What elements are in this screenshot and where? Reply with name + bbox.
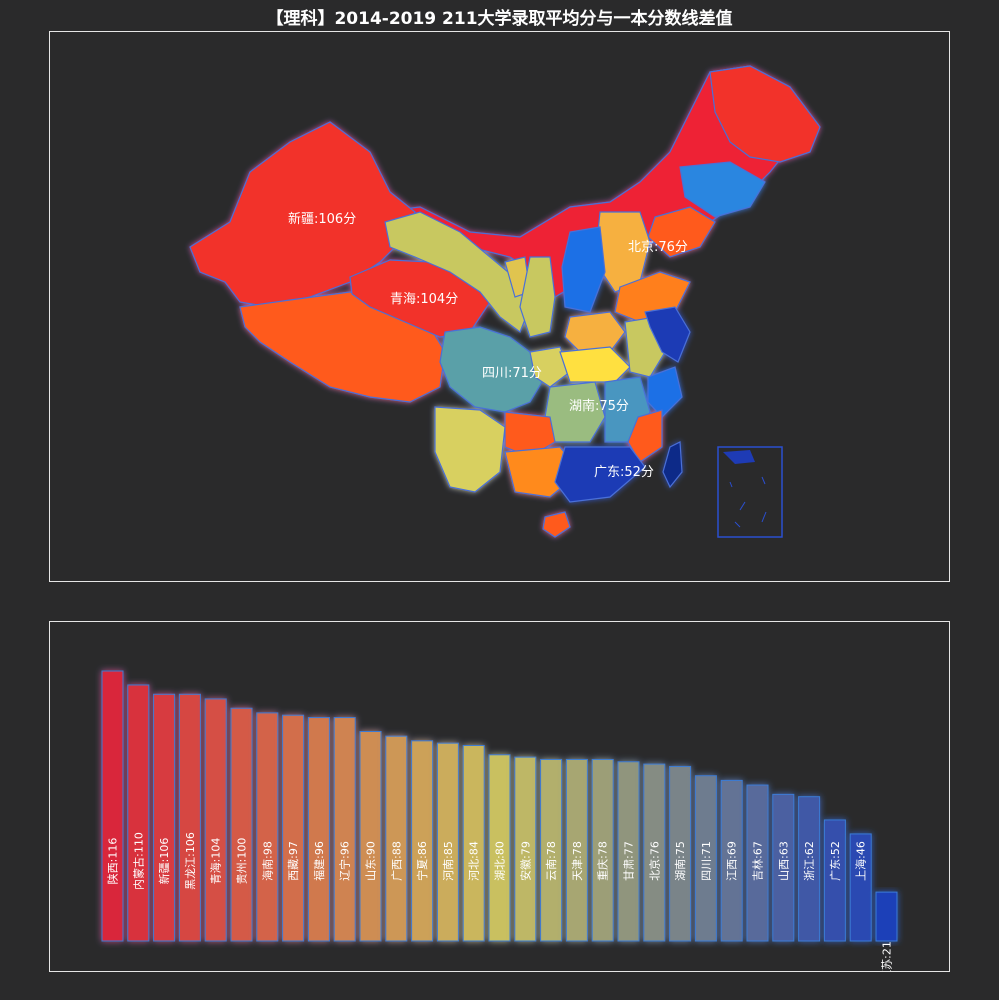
region-jilin[interactable] [679,161,766,218]
bar-天津[interactable] [565,758,588,942]
bar-山东[interactable] [359,731,382,942]
region-chongqing[interactable] [529,346,571,388]
bar-label: 广西:88 [390,841,403,881]
bar-label: 山东:90 [365,841,378,881]
map-label-qinghai: 青海:104分 [390,292,458,307]
region-hubei[interactable] [559,346,631,383]
region-henan[interactable] [564,311,626,353]
bar-山西[interactable] [772,793,795,942]
bar-label: 浙江:62 [803,841,816,881]
page-title: 【理科】2014-2019 211大学录取平均分与一本分数线差值 [266,9,733,29]
region-shaanxi[interactable] [519,256,556,338]
region-jiangsu[interactable] [644,306,691,363]
bar-label: 湖北:80 [494,841,507,881]
bar-label: 贵州:100 [236,838,249,885]
bar-辽宁[interactable] [333,717,356,942]
bar-label: 海南:98 [260,841,274,881]
bar-label: 河北:84 [468,841,481,881]
bar-黑龙江[interactable] [178,693,201,942]
region-zhejiang[interactable] [647,366,683,418]
bar-label: 吉林:67 [751,841,765,881]
bar-新疆[interactable] [153,693,176,942]
bar-chart-panel: 陕西:116 内蒙古:110 新疆:106 黑龙江:106 青海:104 贵州:100 海南… [49,621,950,981]
bar-label: 天津:78 [571,841,584,881]
bar-label: 陕西:116 [106,838,120,885]
bar-label: 新疆:106 [157,838,171,885]
bar-安徽[interactable] [514,756,537,942]
bar-label: 辽宁:96 [338,841,352,881]
region-guangdong[interactable] [554,446,646,503]
bar-label: 内蒙古:110 [131,832,145,890]
bar-label: 福建:96 [312,841,326,881]
south-china-sea-inset [717,446,783,538]
bar-江苏[interactable] [875,891,898,942]
map-label-beijing: 北京:76分 [628,240,688,255]
map-label-guangdong: 广东:52分 [594,465,654,480]
map-label-sichuan: 四川:71分 [482,366,542,381]
region-sichuan[interactable] [439,326,546,413]
bar-浙江[interactable] [798,796,821,942]
region-taiwan[interactable] [662,441,683,489]
bar-chart: 陕西:116 内蒙古:110 新疆:106 黑龙江:106 青海:104 贵州:100 海南… [101,670,898,981]
region-fujian[interactable] [627,409,663,463]
bar-吉林[interactable] [746,784,769,942]
region-yunnan[interactable] [434,406,506,493]
bar-label: 北京:76 [647,841,661,881]
china-map: 新疆:106分 青海:104分 北京:76分 四川:71分 湖南:75分 广东:… [189,65,821,538]
bar-label: 安徽:79 [518,841,532,881]
bar-北京[interactable] [643,763,666,942]
bar-label: 青海:104 [209,838,223,885]
bar-label: 宁夏:86 [415,841,429,881]
bar-label: 湖南:75 [674,841,687,881]
bar-江西[interactable] [720,779,743,942]
bar-label: 云南:78 [545,841,558,881]
bar-福建[interactable] [307,717,330,942]
bar-label: 河南:85 [442,841,455,881]
bar-内蒙古[interactable] [127,684,150,942]
bar-湖北[interactable] [488,754,511,942]
bar-label: 黑龙江:106 [184,832,197,890]
bar-label: 甘肃:77 [623,841,636,881]
bar-label: 西藏:97 [287,841,300,881]
bar-label: 江苏:21 [881,941,894,971]
map-panel: 新疆:106分 青海:104分 北京:76分 四川:71分 湖南:75分 广东:… [49,31,950,582]
bar-湖南[interactable] [669,765,692,942]
map-label-hunan: 湖南:75分 [569,398,629,414]
bar-甘肃[interactable] [617,761,640,942]
bar-label: 广东:52 [829,841,842,881]
bar-label: 山西:63 [777,841,790,881]
map-label-xinjiang: 新疆:106分 [288,211,356,227]
bar-宁夏[interactable] [411,740,434,942]
region-shanxi[interactable] [561,226,606,313]
bar-广东[interactable] [823,819,846,942]
region-hainan[interactable] [542,511,571,538]
bar-label: 四川:71 [700,841,713,881]
bar-四川[interactable] [694,775,717,942]
bar-label: 重庆:78 [596,841,610,881]
bar-label: 江西:69 [726,841,739,881]
region-gansu[interactable] [384,211,531,333]
bar-陕西[interactable] [101,670,124,942]
bar-label: 上海:46 [854,841,868,881]
region-heilongjiang[interactable] [709,65,821,163]
bar-海南[interactable] [256,712,279,942]
bar-河南[interactable] [436,742,459,942]
bar-云南[interactable] [540,758,563,942]
bar-重庆[interactable] [591,758,614,942]
bar-广西[interactable] [385,735,408,942]
bar-贵州[interactable] [230,707,253,942]
bar-西藏[interactable] [282,714,305,942]
bar-青海[interactable] [204,698,227,942]
bar-河北[interactable] [462,744,485,942]
bar-上海[interactable] [849,833,872,942]
